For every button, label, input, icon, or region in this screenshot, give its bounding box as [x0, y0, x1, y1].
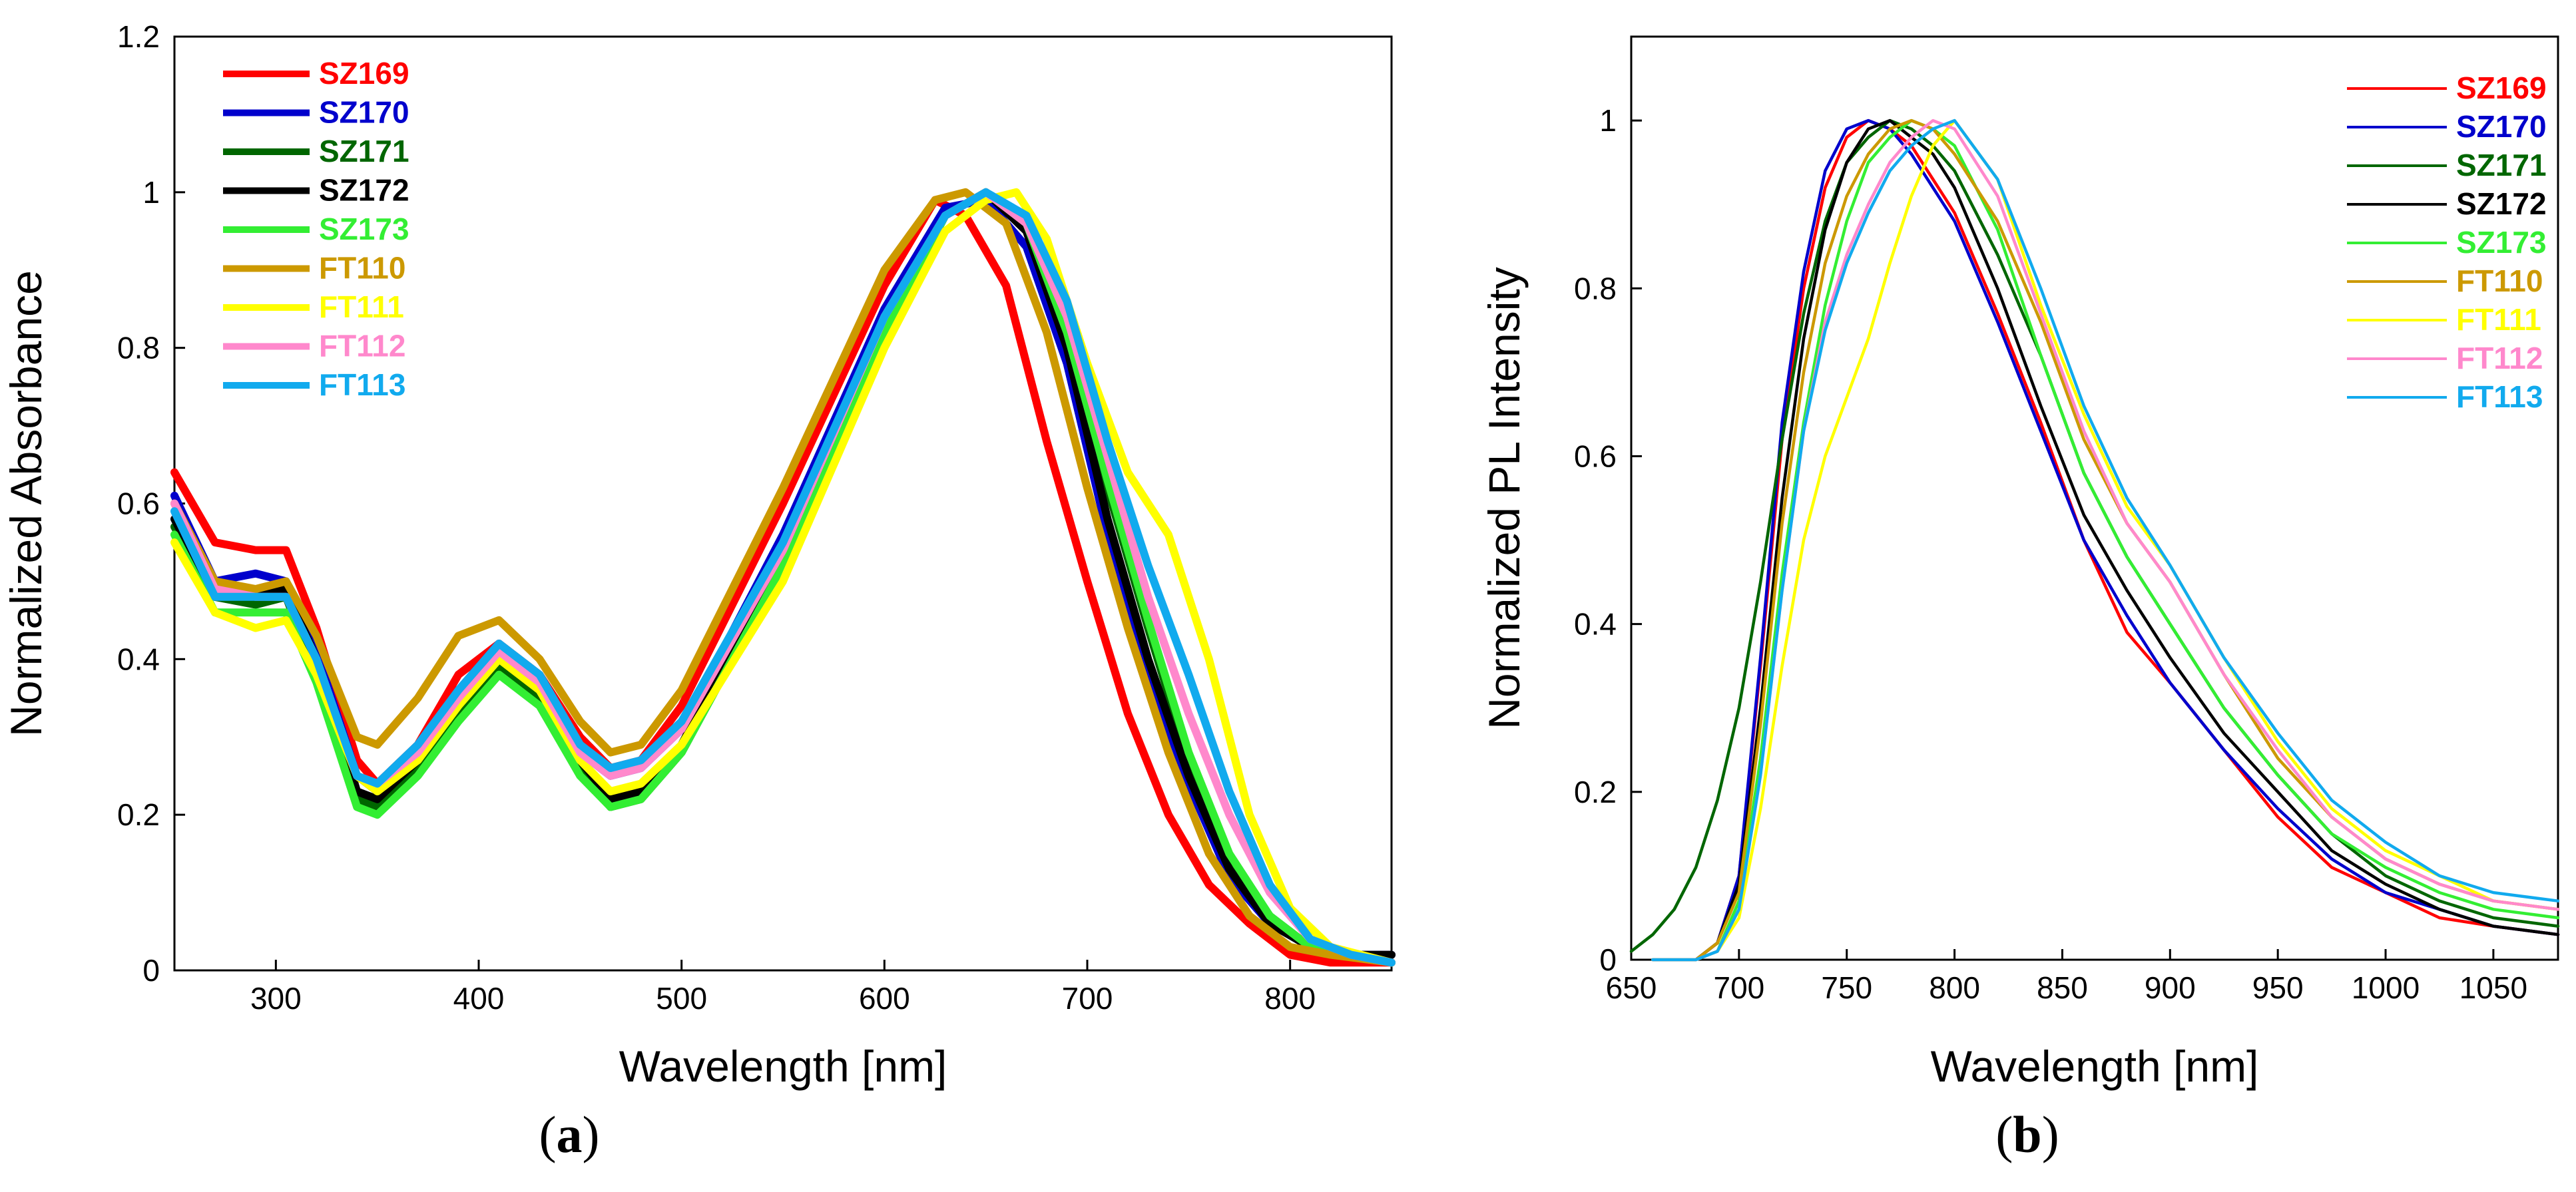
- legend-label-a-sz171: SZ171: [319, 134, 409, 168]
- legend-label-a-ft113: FT113: [319, 367, 405, 402]
- x-tick-label-b: 750: [1821, 970, 1872, 1005]
- y-axis-label-b: Normalized PL Intensity: [1479, 267, 1529, 729]
- series-line-a-ft110: [170, 188, 1396, 967]
- x-axis-label-a: Wavelength [nm]: [619, 1042, 947, 1091]
- legend-label-b-sz170: SZ170: [2456, 109, 2547, 144]
- x-axis-label-b: Wavelength [nm]: [1931, 1042, 2259, 1091]
- legend-label-a-ft112: FT112: [319, 329, 405, 363]
- series-line-b-sz170: [1651, 118, 2560, 962]
- y-tick-label-a: 0.6: [117, 487, 160, 521]
- x-tick-label-b: 1000: [2352, 970, 2420, 1005]
- y-axis-label-a: Normalized Absorbance: [1, 270, 51, 737]
- legend-label-b-sz171: SZ171: [2456, 148, 2547, 182]
- legend-label-b-sz172: SZ172: [2456, 186, 2547, 221]
- x-tick-label-b: 900: [2145, 970, 2196, 1005]
- x-tick-label-b: 950: [2252, 970, 2304, 1005]
- y-tick-label-a: 0.2: [117, 797, 160, 832]
- x-tick-label-a: 300: [250, 981, 302, 1016]
- y-tick-label-b: 0.6: [1574, 439, 1617, 473]
- legend-label-a-ft111: FT111: [319, 290, 404, 324]
- x-tick-label-b: 850: [2037, 970, 2088, 1005]
- legend-label-b-sz169: SZ169: [2456, 71, 2547, 105]
- x-tick-label-a: 700: [1062, 981, 1113, 1016]
- y-tick-label-a: 1: [142, 175, 160, 210]
- x-tick-label-a: 500: [656, 981, 707, 1016]
- legend-label-b-ft110: FT110: [2456, 264, 2543, 298]
- caption-a: (a): [539, 1105, 600, 1163]
- legend-label-a-sz173: SZ173: [319, 212, 409, 246]
- legend-label-b-sz173: SZ173: [2456, 225, 2547, 260]
- legend-label-a-ft110: FT110: [319, 251, 405, 286]
- y-tick-label-a: 1.2: [117, 19, 160, 54]
- y-tick-label-b: 0: [1599, 942, 1617, 977]
- x-tick-label-a: 800: [1264, 981, 1316, 1016]
- caption-b: (b): [1995, 1105, 2059, 1163]
- x-tick-label-a: 600: [859, 981, 910, 1016]
- series-line-a-ft113: [170, 188, 1396, 967]
- series-line-b-ft111: [1651, 118, 2560, 962]
- legend-label-b-ft111: FT111: [2456, 302, 2541, 337]
- y-tick-label-b: 0.2: [1574, 775, 1617, 809]
- series-line-b-ft113: [1651, 118, 2560, 962]
- plot-frame-b: [1630, 35, 2559, 961]
- y-tick-label-b: 0.4: [1574, 607, 1617, 642]
- legend-label-a-sz172: SZ172: [319, 173, 409, 208]
- series-line-a-sz169: [170, 196, 1396, 967]
- x-tick-label-b: 700: [1713, 970, 1764, 1005]
- y-tick-label-b: 1: [1599, 103, 1617, 138]
- y-tick-label-a: 0: [142, 953, 160, 988]
- series-line-a-sz173: [170, 188, 1396, 967]
- legend-label-b-ft113: FT113: [2456, 379, 2543, 414]
- x-tick-label-b: 800: [1929, 970, 1980, 1005]
- x-tick-label-b: 1050: [2459, 970, 2527, 1005]
- caption-a-letter: a: [556, 1105, 583, 1163]
- series-line-b-sz172: [1651, 118, 2560, 962]
- legend-label-b-ft112: FT112: [2456, 341, 2543, 375]
- x-tick-label-a: 400: [453, 981, 505, 1016]
- caption-b-letter: b: [2013, 1105, 2042, 1163]
- y-tick-label-a: 0.8: [117, 331, 160, 365]
- series-line-b-sz173: [1651, 118, 2560, 962]
- legend-label-a-sz169: SZ169: [319, 56, 409, 91]
- y-tick-label-a: 0.4: [117, 642, 160, 676]
- x-tick-label-b: 650: [1606, 970, 1657, 1005]
- legend-label-a-sz170: SZ170: [319, 95, 409, 130]
- y-tick-label-b: 0.8: [1574, 271, 1617, 305]
